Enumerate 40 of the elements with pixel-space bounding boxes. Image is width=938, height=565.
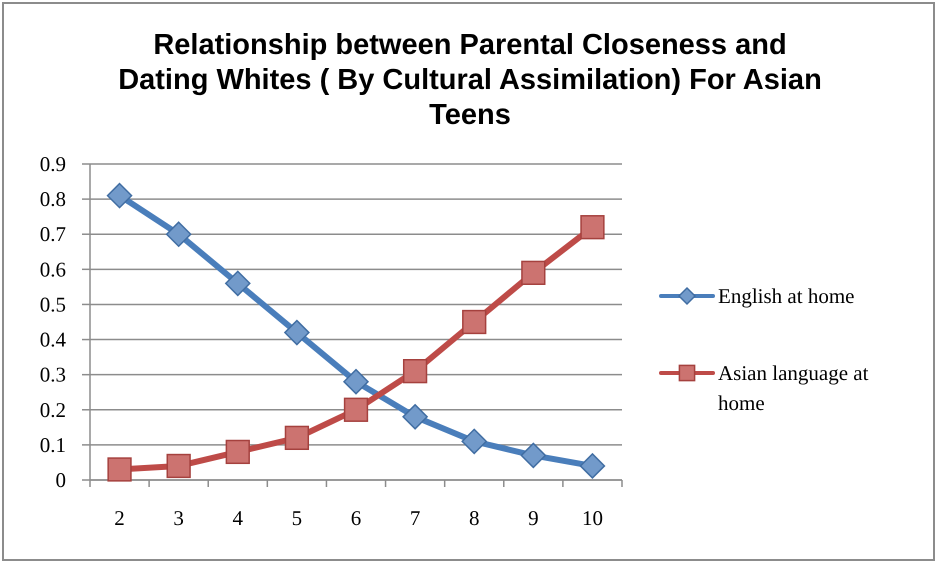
x-tick-label: 10 bbox=[582, 506, 603, 530]
y-tick-label: 0.3 bbox=[40, 362, 66, 387]
point bbox=[284, 426, 310, 450]
legend-label: Asian language at home bbox=[718, 361, 869, 415]
y-tick-label: 0.5 bbox=[40, 292, 66, 316]
point bbox=[520, 442, 546, 468]
point bbox=[284, 320, 310, 346]
y-tick-label: 0.4 bbox=[40, 328, 66, 352]
x-tick-label: 3 bbox=[173, 506, 184, 530]
y-tick-label: 0.6 bbox=[40, 257, 66, 282]
y-tick-label: 0.9 bbox=[40, 152, 66, 176]
point bbox=[166, 221, 192, 247]
point bbox=[106, 182, 132, 208]
x-tick-label: 8 bbox=[468, 506, 480, 530]
point bbox=[580, 453, 606, 479]
y-tick-label: 0.1 bbox=[40, 432, 66, 457]
point bbox=[226, 440, 250, 464]
point bbox=[344, 398, 368, 422]
y-tick-label: 0.8 bbox=[40, 187, 66, 212]
point bbox=[166, 454, 191, 478]
legend-label: English at home bbox=[718, 284, 854, 308]
chart-title: Relationship between Parental Closeness and Dating Whites ( By Cultural Assimilation) For Asian Teens bbox=[118, 29, 822, 131]
point bbox=[580, 215, 605, 240]
point bbox=[225, 270, 251, 296]
x-tick-label: 2 bbox=[114, 506, 125, 530]
x-tick-label: 6 bbox=[350, 506, 362, 530]
point bbox=[402, 359, 428, 384]
point bbox=[107, 457, 132, 482]
point bbox=[343, 368, 369, 394]
point bbox=[461, 428, 487, 454]
y-tick-label: 0.2 bbox=[40, 398, 66, 422]
x-tick-label: 5 bbox=[292, 506, 302, 530]
point bbox=[402, 404, 428, 430]
x-tick-label: 4 bbox=[232, 506, 244, 530]
x-tick-label: 9 bbox=[528, 506, 539, 530]
point bbox=[462, 310, 486, 334]
x-tick-label: 7 bbox=[410, 506, 420, 530]
point bbox=[521, 260, 546, 285]
y-tick-label: 0 bbox=[56, 468, 66, 492]
y-tick-label: 0.7 bbox=[40, 222, 66, 246]
